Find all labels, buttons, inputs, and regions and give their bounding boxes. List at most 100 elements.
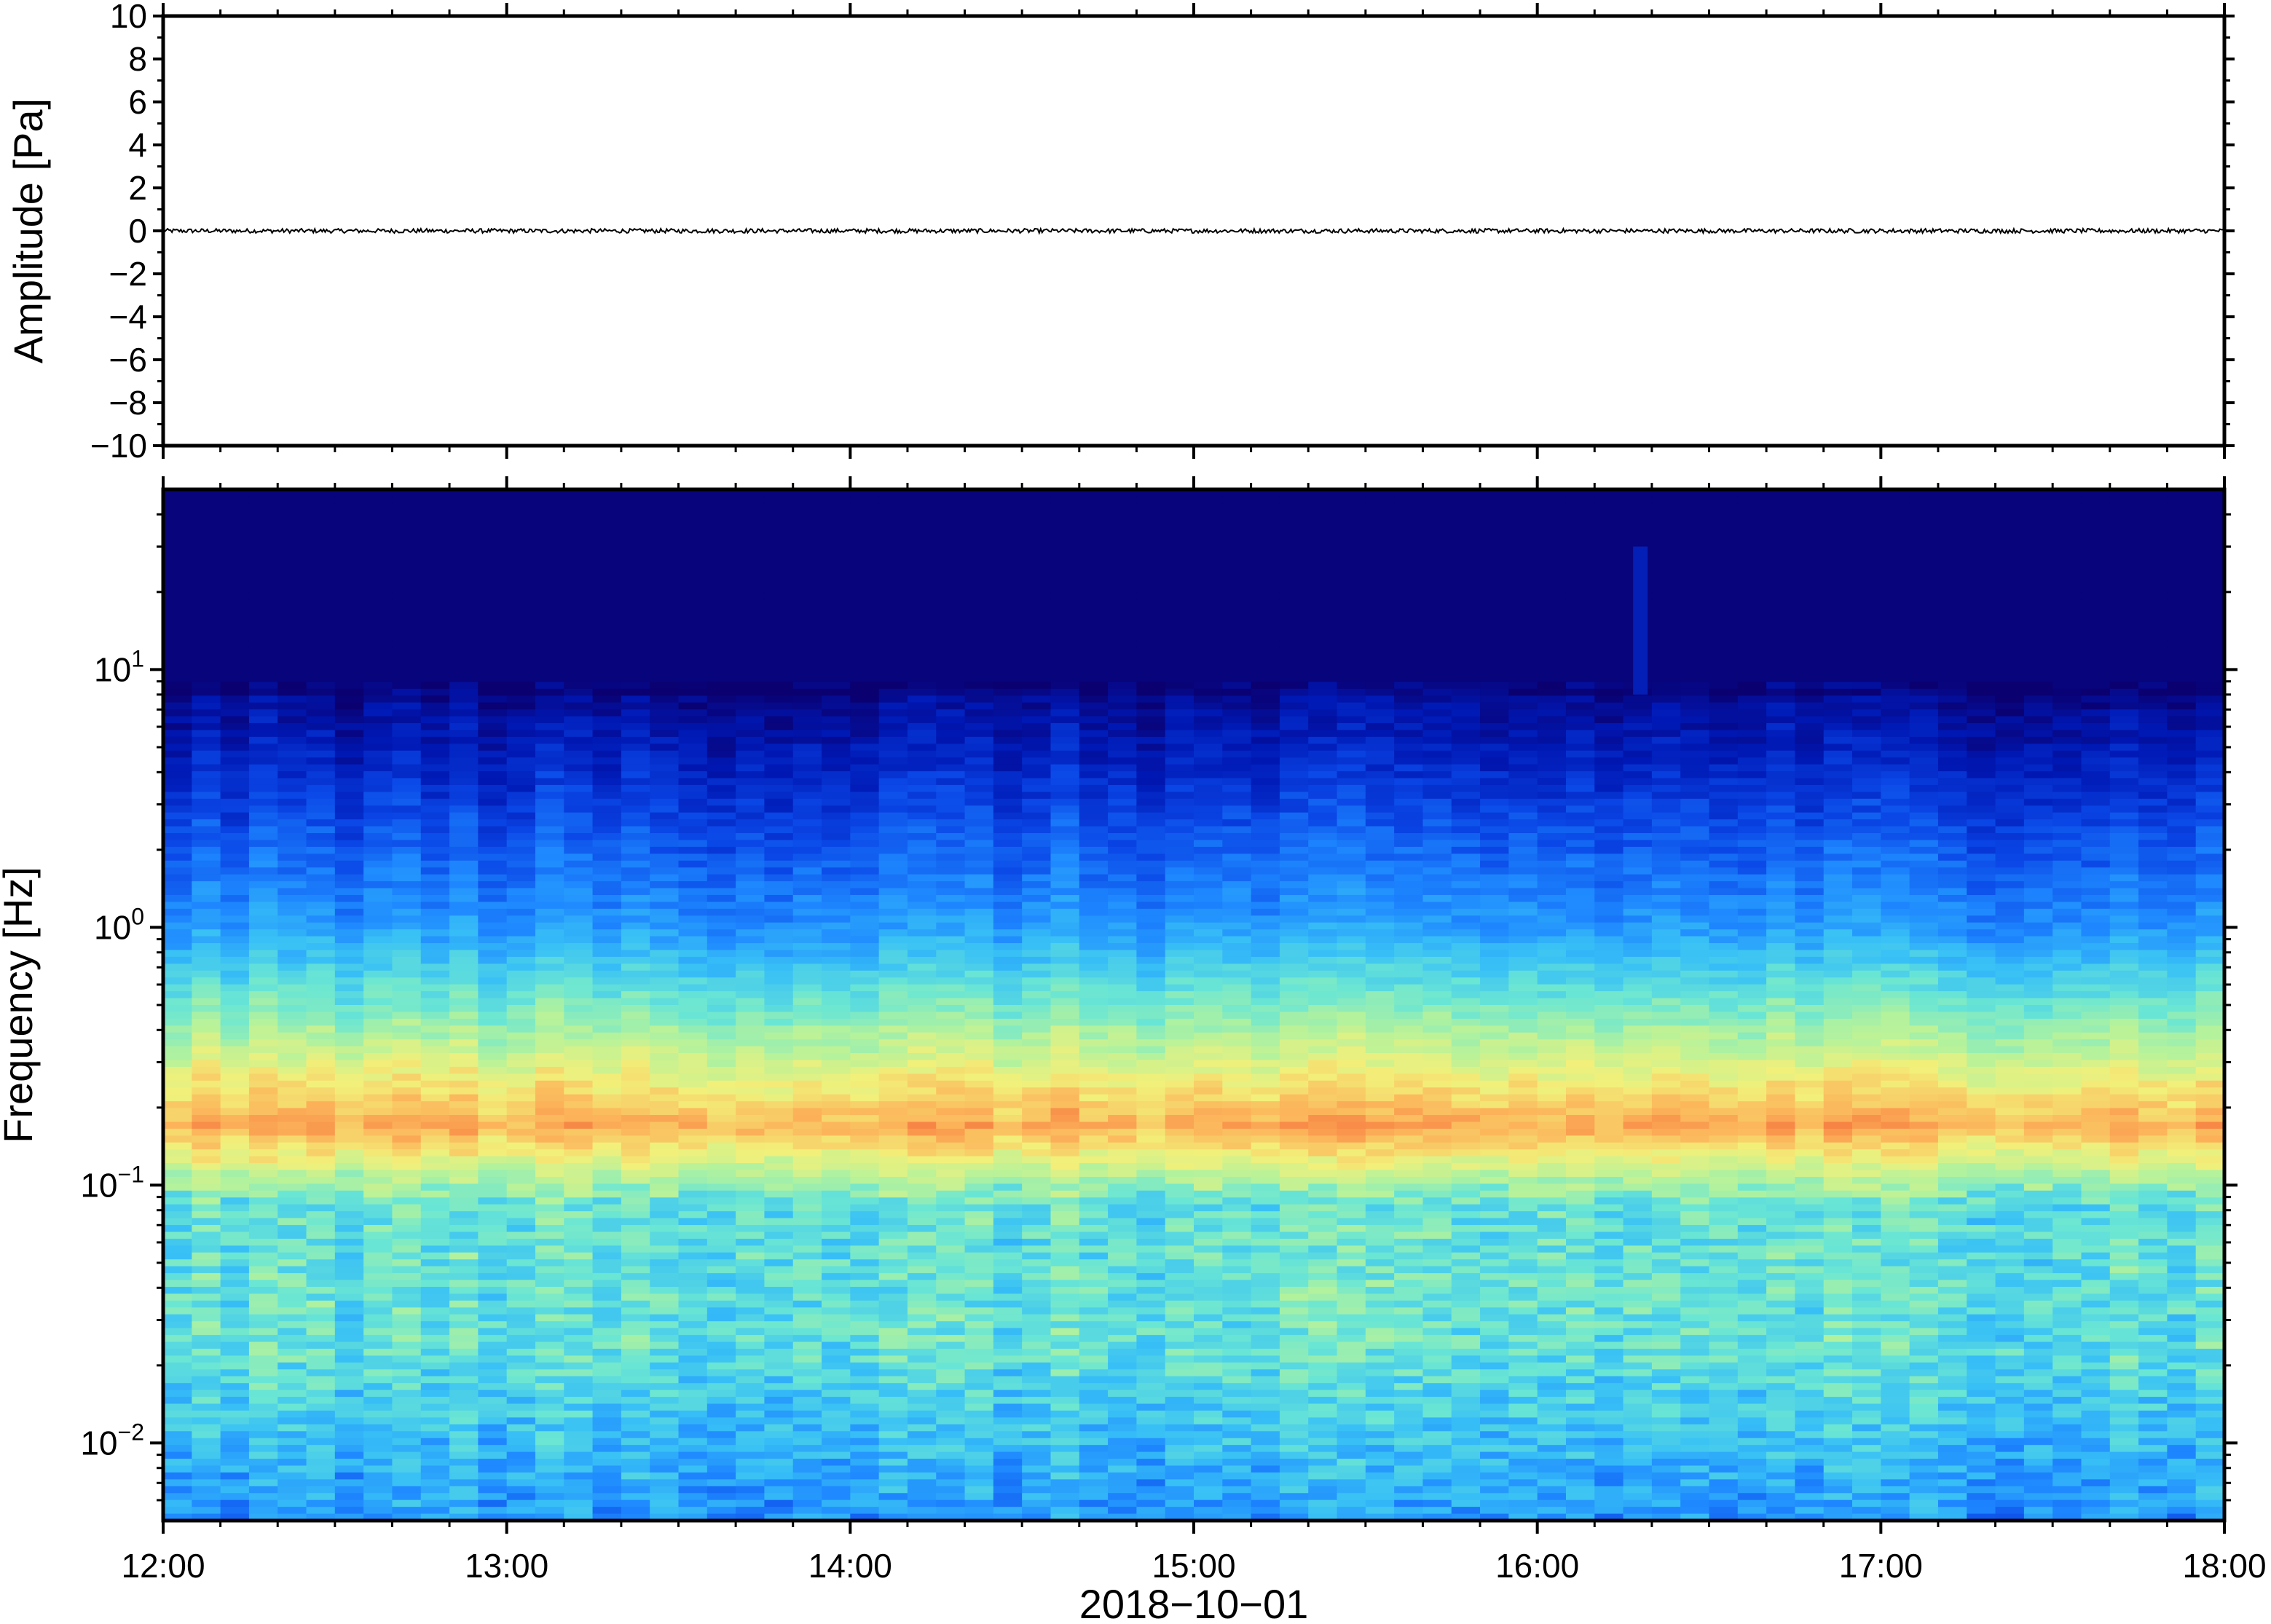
spectrogram-cell <box>278 950 307 958</box>
spectrogram-cell <box>192 1032 221 1040</box>
spectrogram-cell <box>535 661 564 669</box>
spectrogram-cell <box>936 702 966 710</box>
spectrogram-cell <box>993 792 1023 800</box>
spectrogram-cell <box>334 496 364 504</box>
spectrogram-cell <box>564 1060 594 1068</box>
spectrogram-cell <box>220 702 250 710</box>
spectrogram-cell <box>736 551 765 559</box>
spectrogram-cell <box>621 977 650 985</box>
spectrogram-cell <box>650 1445 680 1453</box>
spectrogram-cell <box>506 1369 536 1377</box>
spectrogram-cell <box>907 716 937 724</box>
spectrogram-cell <box>707 1012 736 1020</box>
spectrogram-cell <box>707 1362 736 1370</box>
spectrogram-cell <box>736 840 765 848</box>
spectrogram-cell <box>650 915 680 923</box>
spectrogram-cell <box>850 1018 880 1026</box>
spectrogram-cell <box>420 647 450 655</box>
spectrogram-cell <box>878 612 908 620</box>
spectrogram-cell <box>363 854 393 862</box>
spectrogram-cell <box>392 1231 422 1239</box>
waveform-y-tick-label: 0 <box>128 212 147 250</box>
spectrogram-cell <box>506 1156 536 1164</box>
spectrogram-cell <box>707 805 736 813</box>
spectrogram-cell <box>907 510 937 518</box>
spectrogram-cell <box>535 929 564 937</box>
spectrogram-cell <box>220 564 250 572</box>
spectrogram-cell <box>306 551 336 559</box>
spectrogram-cell <box>764 1383 794 1391</box>
spectrogram-cell <box>535 819 564 827</box>
spectrogram-cell <box>306 1218 336 1226</box>
spectrogram-cell <box>306 1170 336 1178</box>
spectrogram-cell <box>764 757 794 765</box>
spectrogram-cell <box>192 1094 221 1102</box>
spectrogram-cell <box>736 586 765 594</box>
spectrogram-cell <box>993 634 1023 642</box>
spectrogram-cell <box>964 668 994 676</box>
spectrogram-cell <box>764 634 794 642</box>
spectrogram-cell <box>650 1390 680 1398</box>
spectrogram-cell <box>334 661 364 669</box>
spectrogram-cell <box>220 860 250 868</box>
spectrogram-cell <box>822 1335 851 1343</box>
spectrogram-cell <box>621 634 650 642</box>
spectrogram-cell <box>363 757 393 765</box>
spectrogram-cell <box>936 771 966 779</box>
spectrogram-cell <box>621 661 650 669</box>
spectrogram-cell <box>564 1115 594 1123</box>
spectrogram-cell <box>506 1465 536 1473</box>
spectrogram-cell <box>621 750 650 758</box>
spectrogram-cell <box>878 1135 908 1143</box>
spectrogram-cell <box>822 778 851 786</box>
spectrogram-cell <box>936 826 966 834</box>
spectrogram-cell <box>278 654 307 662</box>
spectrogram-cell <box>506 1417 536 1425</box>
spectrogram-cell <box>678 558 708 566</box>
spectrogram-cell <box>1079 620 1109 628</box>
spectrogram-cell <box>248 516 278 524</box>
spectrogram-cell <box>192 840 221 848</box>
spectrogram-cell <box>506 1287 536 1295</box>
spectrogram-cell <box>535 592 564 600</box>
spectrogram-cell <box>592 1225 622 1233</box>
spectrogram-cell <box>192 626 221 634</box>
spectrogram-cell <box>736 1032 765 1040</box>
spectrogram-cell <box>248 634 278 642</box>
spectrogram-cell <box>1022 530 1052 538</box>
spectrogram-cell <box>564 1135 594 1143</box>
spectrogram-cell <box>220 778 250 786</box>
waveform-y-tick-label: −8 <box>109 384 147 422</box>
spectrogram-cell <box>736 1390 765 1398</box>
spectrogram-cell <box>163 1486 192 1494</box>
spectrogram-cell <box>1050 1314 1080 1322</box>
spectrogram-cell <box>192 1046 221 1054</box>
spectrogram-cell <box>506 1328 536 1336</box>
spectrogram-cell <box>278 908 307 916</box>
spectrogram-cell <box>478 771 508 779</box>
spectrogram-cell <box>621 1039 650 1047</box>
spectrogram-cell <box>936 1073 966 1081</box>
spectrogram-cell <box>192 956 221 964</box>
spectrogram-cell <box>964 1142 994 1150</box>
spectrogram-cell <box>850 1410 880 1418</box>
spectrogram-cell <box>278 620 307 628</box>
spectrogram-cell <box>764 544 794 552</box>
spectrogram-cell <box>678 764 708 772</box>
spectrogram-cell <box>478 894 508 902</box>
spectrogram-cell <box>878 1087 908 1095</box>
spectrogram-cell <box>278 1190 307 1198</box>
spectrogram-cell <box>707 908 736 916</box>
spectrogram-cell <box>478 537 508 545</box>
spectrogram-cell <box>878 881 908 889</box>
spectrogram-cell <box>220 640 250 648</box>
spectrogram-cell <box>621 1122 650 1130</box>
spectrogram-cell <box>650 826 680 834</box>
spectrogram-cell <box>878 750 908 758</box>
spectrogram-cell <box>878 1252 908 1260</box>
spectrogram-cell <box>506 950 536 958</box>
spectrogram-cell <box>650 516 680 524</box>
spectrogram-cell <box>564 1225 594 1233</box>
spectrogram-cell <box>278 888 307 896</box>
spectrogram-cell <box>334 537 364 545</box>
